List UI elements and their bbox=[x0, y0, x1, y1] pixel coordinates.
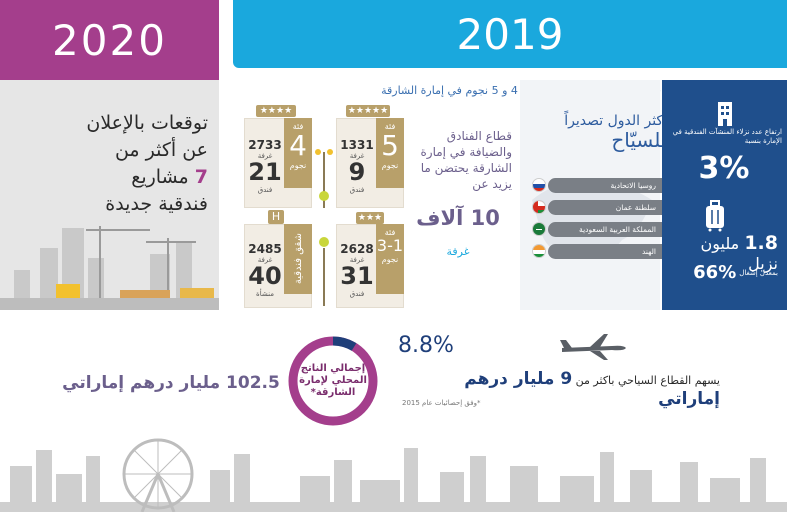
occupancy-label: بمعدل إشغال bbox=[739, 269, 778, 277]
country-name: الهند bbox=[641, 247, 656, 256]
rooms-count: 2628 bbox=[340, 242, 374, 256]
category-label: فئة bbox=[384, 122, 396, 131]
top-countries-line-1: أكثر الدول تصديراً bbox=[564, 113, 667, 129]
five-star-badge: ★★★★★ bbox=[346, 105, 390, 117]
guests-growth-label: ارتفاع عدد نزلاء المنشآت الفندقية في الإ… bbox=[672, 128, 782, 145]
forecast-line-4: فندقية جديدة bbox=[105, 193, 208, 215]
country-row: روسيا الاتحادية bbox=[548, 178, 662, 193]
category-strip-4: فئة 4 نجوم bbox=[284, 118, 312, 188]
oman-flag-icon bbox=[532, 200, 546, 214]
tourism-share-percent: 8.8% bbox=[398, 333, 454, 358]
country-name: المملكة العربية السعودية bbox=[579, 225, 656, 234]
category-digit: 4 bbox=[289, 129, 307, 162]
three-star-badge: ★★★ bbox=[356, 212, 384, 224]
four-star-badge: ★★★★ bbox=[256, 105, 296, 117]
category-digit: 5 bbox=[381, 129, 399, 162]
hotels-count: 9 bbox=[348, 158, 366, 186]
hotel-apartments-badge: H bbox=[268, 210, 284, 224]
country-name: روسيا الاتحادية bbox=[610, 181, 656, 190]
tourism-contribution-value: 9 مليار درهم إماراتي bbox=[464, 369, 720, 409]
building-icon bbox=[718, 102, 732, 126]
year-2020-header: 2020 bbox=[0, 0, 219, 80]
construction-skyline-icon bbox=[0, 226, 219, 310]
occupancy-value: 66% bbox=[693, 262, 737, 283]
rooms-label: غرفة bbox=[349, 256, 365, 264]
hotels-count: 40 bbox=[248, 262, 282, 290]
tourism-contribution: يسهم القطاع السياحي باكثر من 9 مليار دره… bbox=[400, 369, 720, 409]
tourism-share-segment bbox=[288, 336, 378, 426]
rooms-count: 2733 bbox=[248, 138, 282, 152]
country-name: سلطنة عمان bbox=[615, 203, 656, 212]
forecast-number: 7 bbox=[194, 166, 208, 188]
stars-label: نجوم bbox=[381, 255, 399, 264]
guests-growth-value: 3% bbox=[698, 151, 750, 186]
top-countries-title: أكثر الدول تصديراً للسيّاح bbox=[535, 112, 667, 150]
category-strip-5: فئة 5 نجوم bbox=[376, 118, 404, 188]
rooms-count: 1331 bbox=[340, 138, 374, 152]
hotels-label: فندق bbox=[349, 186, 365, 194]
rooms-word: غرفة bbox=[446, 245, 470, 258]
year-2019-header: 2019 bbox=[233, 0, 787, 68]
city-skyline-icon bbox=[0, 438, 787, 512]
india-flag-icon bbox=[532, 244, 546, 258]
country-row: الهند bbox=[548, 244, 662, 259]
saudi-flag-icon bbox=[532, 222, 546, 236]
stars-label: نجوم bbox=[381, 161, 399, 170]
rooms-label: غرفة bbox=[257, 256, 273, 264]
occupancy: بمعدل إشغال66% bbox=[668, 262, 778, 283]
country-row: سلطنة عمان bbox=[548, 200, 662, 215]
hotels-label: فندق bbox=[349, 290, 365, 298]
rooms-label: غرفة bbox=[257, 152, 273, 160]
category-label: فئة bbox=[292, 122, 304, 131]
category-label: فئة bbox=[384, 228, 396, 237]
guests-total-value: 1.8 bbox=[744, 232, 778, 254]
stars-label: نجوم bbox=[289, 161, 307, 170]
hotels-label: فندق bbox=[257, 186, 273, 194]
airplane-icon bbox=[560, 334, 626, 360]
category-strip-apartments: شقق فندقية bbox=[284, 224, 312, 294]
guests-total: 1.8 مليون نزيل bbox=[668, 232, 778, 273]
hotels-label: منشأة bbox=[256, 290, 274, 298]
gdp-label: إجمالي الناتج المحلي لإمارة الشارقة* bbox=[299, 363, 367, 398]
category-digit: 3-1 bbox=[376, 236, 404, 255]
forecast-line-3: 7 مشاريع bbox=[18, 164, 208, 191]
category-strip-3: فئة 3-1 نجوم bbox=[376, 224, 404, 294]
top-countries-line-2: للسيّاح bbox=[611, 128, 667, 152]
russia-flag-icon bbox=[532, 178, 546, 192]
forecast-projects: مشاريع bbox=[131, 166, 189, 188]
tourism-contribution-prefix: يسهم القطاع السياحي باكثر من bbox=[575, 374, 720, 387]
rooms-label: غرفة bbox=[349, 152, 365, 160]
gdp-donut bbox=[288, 336, 378, 426]
suitcase-icon bbox=[706, 200, 724, 232]
forecast-text: توقعات بالإعلان عن أكثر من 7 مشاريع فندق… bbox=[18, 110, 208, 218]
guests-total-unit: مليون نزيل bbox=[700, 234, 778, 273]
forecast-line-2: عن أكثر من bbox=[114, 139, 208, 161]
category-label: شقق فندقية bbox=[292, 233, 304, 285]
gdp-value: 102.5 مليار درهم إماراتي bbox=[62, 373, 280, 393]
lamp-post-icon bbox=[315, 149, 333, 306]
hotels-count: 21 bbox=[248, 158, 282, 186]
country-row: المملكة العربية السعودية bbox=[548, 222, 662, 237]
forecast-line-1: توقعات بالإعلان bbox=[86, 112, 208, 134]
hotels-count: 31 bbox=[340, 262, 374, 290]
rooms-total: 10 آلاف bbox=[416, 206, 500, 230]
rooms-count: 2485 bbox=[248, 242, 282, 256]
source-note: *وفق إحصائيات عام 2015 bbox=[402, 399, 481, 407]
hospitality-text: قطاع الفنادق والضيافة في إمارة الشارقة ي… bbox=[420, 129, 512, 191]
